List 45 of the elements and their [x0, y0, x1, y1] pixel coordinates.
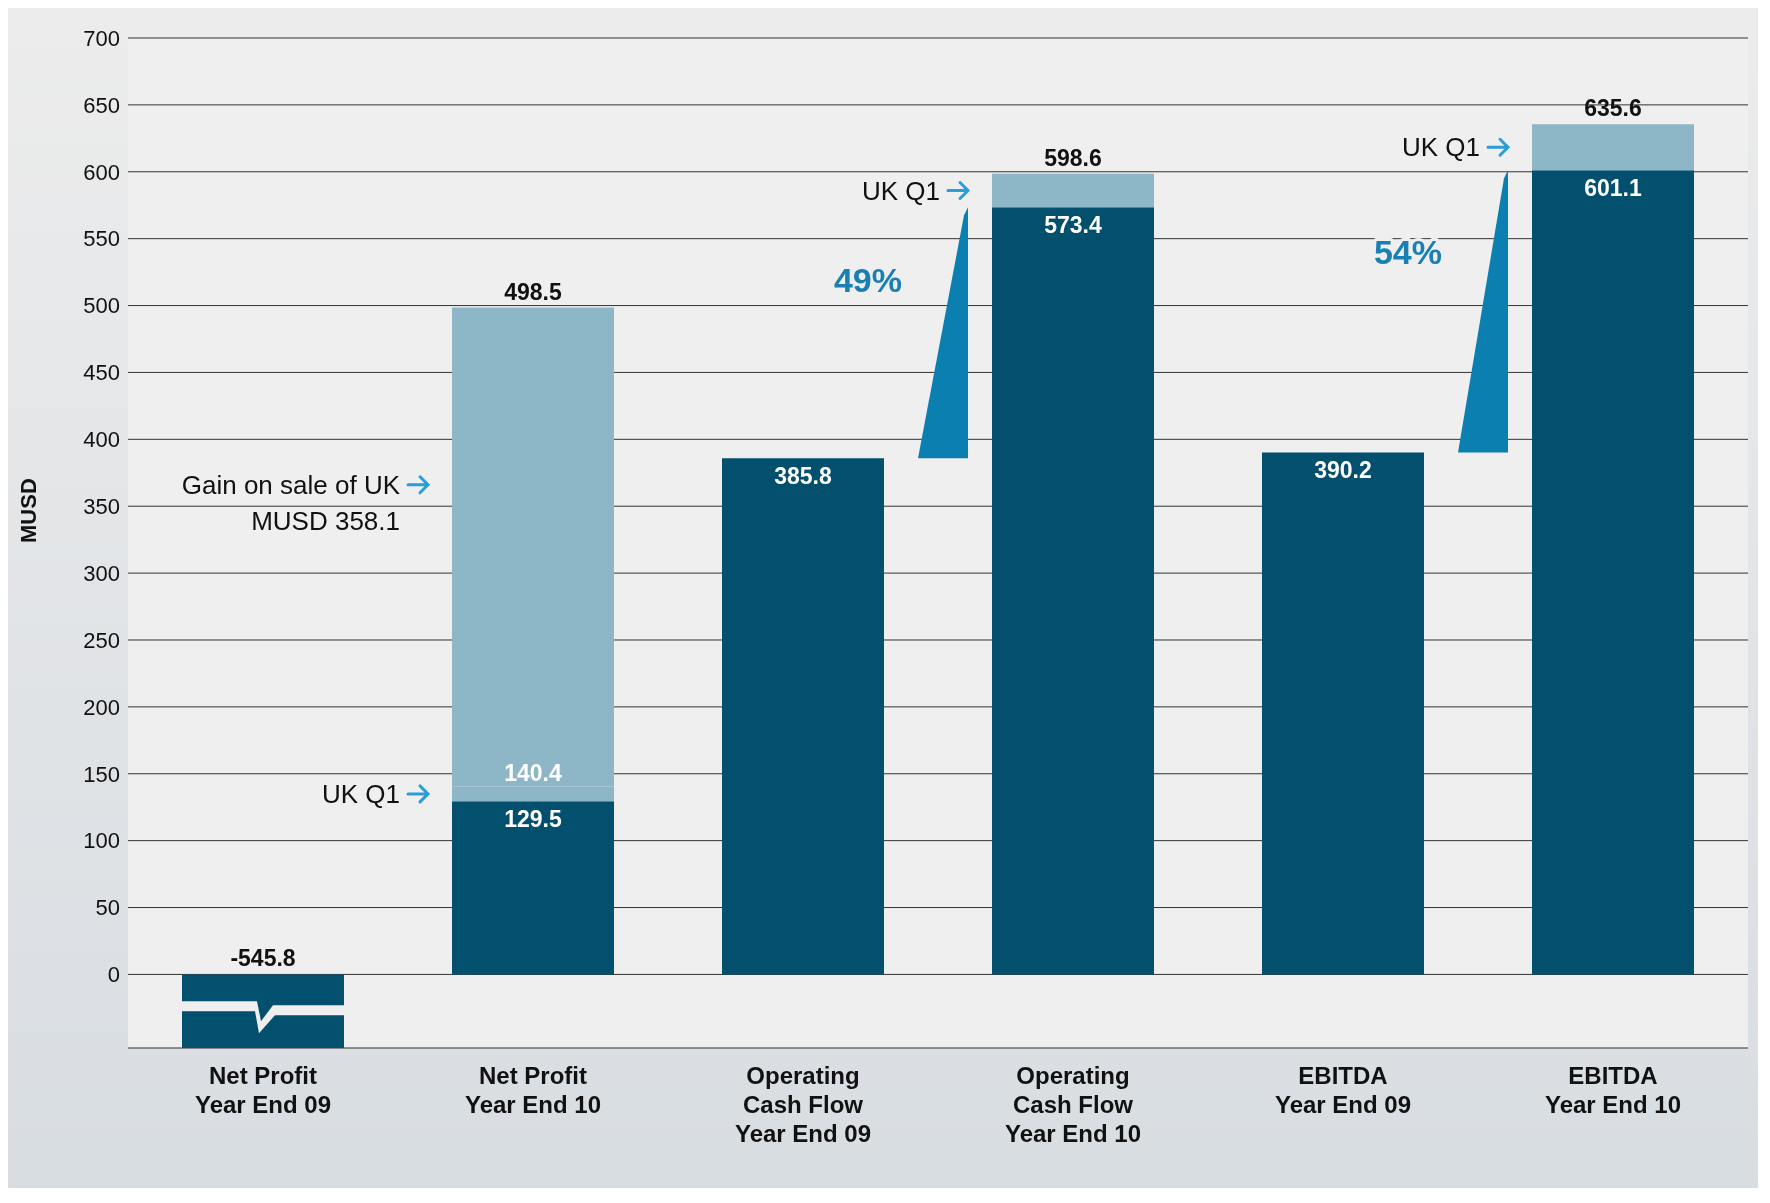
data-label: 601.1	[1584, 175, 1642, 202]
text: -545.8	[230, 945, 296, 972]
y-tick-label: 200	[83, 694, 120, 720]
bar	[1532, 170, 1694, 975]
bar	[992, 207, 1154, 975]
y-tick-label: 100	[83, 828, 120, 854]
x-tick-label: Operating Cash Flow Year End 10	[1004, 1062, 1142, 1147]
bar	[452, 801, 614, 975]
bar	[992, 173, 1154, 208]
y-tick-label: 150	[83, 761, 120, 787]
y-tick-label: 700	[83, 25, 120, 51]
bar	[1262, 452, 1424, 975]
data-label: 129.5	[504, 806, 562, 833]
annotation: UK Q1	[861, 175, 940, 206]
y-tick-label: 650	[83, 92, 120, 118]
bar	[1532, 124, 1694, 171]
y-tick-label: 500	[83, 293, 120, 319]
bar	[722, 458, 884, 975]
total-label: 598.6	[1044, 144, 1102, 171]
x-tick-label: Net Profit Year End 09	[194, 1062, 332, 1118]
y-axis-title: MUSD	[15, 478, 41, 543]
y-tick-label: 550	[83, 226, 120, 252]
total-label: 635.6	[1584, 95, 1642, 122]
annotation: 49%	[833, 260, 902, 299]
x-tick-label: Net Profit Year End 10	[464, 1062, 602, 1118]
y-tick-label: 300	[83, 560, 120, 586]
y-tick-label: 250	[83, 627, 120, 653]
y-tick-label: 600	[83, 159, 120, 185]
data-label: 390.2	[1314, 457, 1372, 484]
y-tick-label: 350	[83, 494, 120, 520]
annotation: UK Q1	[321, 778, 400, 809]
annotation: 140.4	[504, 759, 562, 786]
x-tick-label: EBITDA Year End 09	[1274, 1062, 1412, 1118]
x-tick-label: EBITDA Year End 10	[1544, 1062, 1682, 1118]
y-tick-label: 0	[107, 962, 120, 988]
annotation: Gain on sale of UK MUSD 358.1	[181, 469, 401, 536]
y-tick-label: 400	[83, 427, 120, 453]
annotation: UK Q1	[1401, 132, 1480, 163]
y-tick-label: 450	[83, 360, 120, 386]
data-label: 573.4	[1044, 212, 1102, 239]
y-tick-label: 50	[95, 895, 120, 921]
total-label: 498.5	[504, 278, 562, 305]
data-label: 385.8	[774, 463, 832, 490]
x-tick-label: Operating Cash Flow Year End 09	[734, 1062, 872, 1147]
annotation: 54%	[1373, 232, 1442, 271]
